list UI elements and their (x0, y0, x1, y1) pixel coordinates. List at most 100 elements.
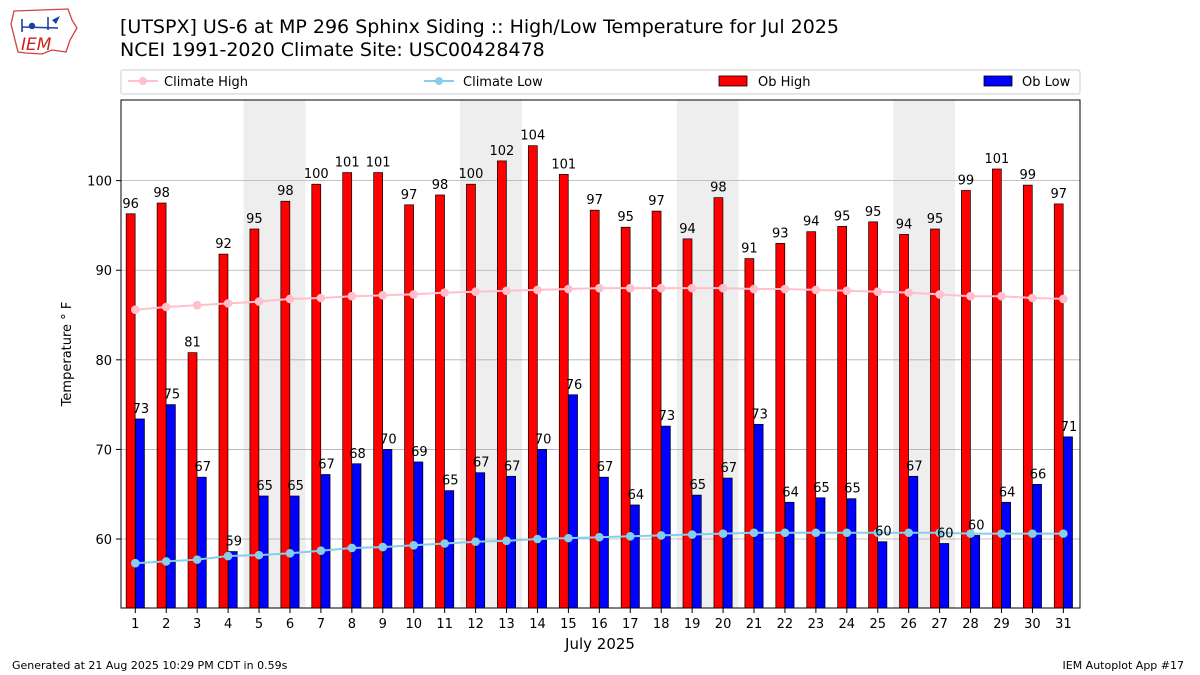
chart-subtitle: NCEI 1991-2020 Climate Site: USC00428478 (120, 39, 545, 61)
ob-low-bar (815, 497, 826, 609)
x-tick-label: 5 (255, 617, 263, 632)
x-tick-label: 29 (993, 617, 1010, 632)
ob-high-value-label: 101 (366, 156, 391, 171)
climate-low-marker (780, 528, 790, 538)
climate-high-marker (533, 285, 542, 295)
ob-high-value-label: 97 (648, 194, 665, 209)
climate-high-marker (656, 283, 666, 293)
ob-low-value-label: 70 (535, 432, 552, 447)
climate-high-marker (904, 288, 913, 297)
x-tick-label: 13 (498, 617, 515, 632)
x-tick-label: 15 (560, 617, 577, 632)
ob-low-value-label: 67 (473, 456, 490, 471)
ob-low-value-label: 64 (782, 485, 799, 500)
climate-high-marker (997, 291, 1006, 301)
climate-low-marker (347, 543, 357, 553)
ob-low-value-label: 68 (349, 447, 366, 462)
climate-low-marker (656, 531, 666, 540)
ob-low-value-label: 67 (597, 460, 614, 475)
ob-low-value-label: 65 (844, 482, 861, 497)
ob-high-value-label: 95 (834, 209, 851, 224)
x-tick-label: 6 (286, 617, 294, 632)
app-credit: IEM Autoplot App #17 (1062, 659, 1185, 672)
legend-ob-high-label: Ob High (758, 75, 811, 90)
climate-high-marker (378, 291, 388, 300)
climate-high-marker (935, 290, 944, 299)
ob-high-value-label: 98 (710, 181, 727, 196)
ob-low-value-label: 67 (906, 459, 923, 474)
ob-high-bar (311, 183, 322, 609)
ob-high-value-label: 97 (1050, 187, 1067, 202)
legend-climate-high-label: Climate High (164, 75, 248, 90)
ob-high-bar (1053, 203, 1064, 609)
x-tick-label: 8 (348, 617, 356, 632)
ob-high-value-label: 94 (803, 215, 820, 230)
ob-low-bar (568, 394, 578, 609)
x-axis-label: July 2025 (564, 635, 635, 653)
climate-high-marker (254, 297, 264, 306)
ob-low-value-label: 67 (720, 461, 737, 476)
ob-low-value-label: 69 (411, 445, 428, 460)
ob-high-value-label: 95 (927, 212, 944, 227)
climate-low-marker (595, 532, 604, 542)
x-tick-label: 25 (869, 617, 886, 632)
climate-low-marker (223, 551, 233, 561)
ob-low-bar (846, 498, 857, 609)
ob-high-bar (589, 209, 600, 609)
ob-low-value-label: 73 (659, 409, 676, 424)
climate-low-marker (564, 533, 573, 543)
ob-high-bar (342, 172, 353, 609)
x-tick-label: 9 (379, 617, 387, 632)
climate-high-marker (687, 283, 697, 293)
climate-low-marker (131, 558, 140, 568)
ob-low-bar (722, 477, 733, 609)
ob-high-value-label: 94 (896, 217, 913, 232)
legend-climate-low-marker (435, 77, 443, 85)
climate-low-marker (625, 532, 635, 541)
climate-high-marker (285, 294, 295, 304)
ob-high-value-label: 101 (335, 156, 360, 171)
ob-high-value-label: 95 (865, 205, 882, 220)
legend-ob-low-swatch (983, 75, 1013, 87)
ob-high-bar (280, 200, 291, 609)
ob-low-value-label: 75 (164, 388, 181, 403)
ob-high-bar (868, 221, 878, 609)
x-tick-label: 11 (436, 617, 453, 632)
legend: Climate High Climate Low Ob High Ob Low (120, 69, 1081, 95)
x-tick-label: 19 (684, 617, 701, 632)
ob-low-value-label: 64 (628, 488, 645, 503)
ob-high-value-label: 104 (520, 129, 545, 144)
x-tick-label: 21 (746, 617, 763, 632)
ob-low-value-label: 67 (504, 459, 521, 474)
ob-high-bar (930, 228, 940, 609)
x-tick-label: 28 (962, 617, 979, 632)
ob-high-bar (1022, 184, 1033, 609)
ob-low-value-label: 67 (318, 458, 335, 473)
legend-ob-high-swatch (718, 75, 748, 87)
climate-high-marker (223, 299, 233, 308)
legend-climate-low-label: Climate Low (463, 75, 543, 90)
generated-timestamp: Generated at 21 Aug 2025 10:29 PM CDT in… (12, 659, 288, 672)
climate-high-marker (718, 283, 728, 293)
bars (125, 145, 1073, 609)
y-tick-label: 60 (95, 533, 112, 548)
ob-low-bar (661, 425, 671, 609)
ob-high-value-label: 97 (401, 188, 418, 203)
bar-value-labels: 96 73 98 75 81 67 92 59 95 65 98 65 100 67 101 68 101 70 9… (122, 129, 1077, 550)
climate-high-marker (842, 286, 852, 296)
climate-high-marker (595, 283, 604, 293)
x-tick-label: 4 (224, 617, 232, 632)
climate-lines (131, 283, 1068, 568)
ob-low-bar (1032, 484, 1042, 609)
ob-high-value-label: 101 (551, 157, 576, 172)
climate-low-marker (904, 528, 913, 538)
climate-high-marker (873, 287, 883, 297)
climate-high-marker (471, 287, 480, 297)
climate-low-marker (966, 529, 975, 538)
ob-high-value-label: 101 (984, 152, 1009, 167)
ob-low-value-label: 60 (875, 525, 892, 540)
ob-high-value-label: 96 (122, 197, 139, 212)
ob-low-bar (196, 476, 207, 609)
ob-low-value-label: 73 (133, 402, 150, 417)
